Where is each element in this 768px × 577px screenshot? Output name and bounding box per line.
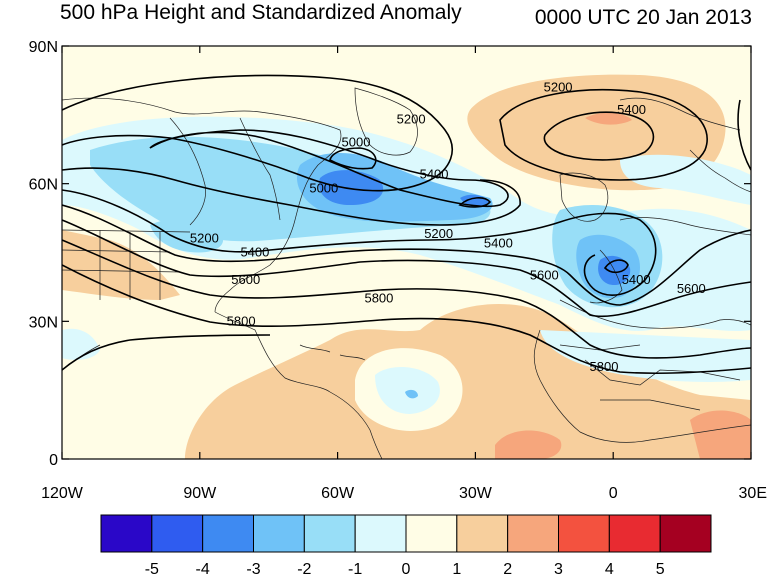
contour-label: 5200	[190, 231, 219, 246]
contour-label: 5000	[309, 180, 338, 195]
colorbar-swatch	[507, 514, 559, 553]
contour-label: 5600	[530, 267, 559, 282]
contour-label: 5400	[240, 245, 269, 260]
anomaly-colorbar: -5 -4 -3 -2 -1 0 1 2 3 4 5	[100, 514, 712, 577]
contour-label: 5800	[364, 290, 393, 305]
lon-tick-label: 90W	[183, 485, 217, 502]
coastlines	[62, 87, 751, 459]
contour-label: 5400	[617, 102, 646, 117]
colorbar-label: -3	[246, 561, 260, 577]
colorbar-label: -2	[297, 561, 311, 577]
colorbar-swatch	[608, 514, 661, 553]
lon-tick-label: 60W	[321, 485, 355, 502]
colorbar-label: 1	[452, 561, 461, 577]
map-title: 500 hPa Height and Standardized Anomaly	[60, 1, 462, 24]
colorbar-swatch	[202, 514, 255, 553]
lon-tick-label: 0	[609, 485, 618, 502]
contour-label: 5000	[342, 134, 371, 149]
contour-label: 5600	[677, 281, 706, 296]
colorbar-label: -1	[348, 561, 362, 577]
colorbar-label: 2	[503, 561, 512, 577]
lat-tick-label: 90N	[29, 39, 58, 56]
lat-tick-label: 60N	[29, 177, 58, 194]
contour-label: 5800	[227, 313, 256, 328]
colorbar-swatch	[405, 514, 458, 553]
colorbar-swatch	[253, 514, 305, 553]
colorbar-label: 4	[605, 561, 614, 577]
colorbar-swatch	[100, 514, 153, 553]
latitude-axis: 90N 60N 30N 0	[29, 39, 751, 469]
height-contours	[62, 74, 751, 375]
positive-anomaly-shading	[62, 74, 751, 459]
colorbar-swatch	[303, 514, 356, 553]
map-panel: 5000 5000 5200 5400 5600 5800 5800 5200 5400 5600…	[62, 46, 751, 459]
colorbar-swatch	[659, 514, 712, 553]
colorbar-swatch	[456, 514, 509, 553]
colorbar-label: -4	[196, 561, 210, 577]
colorbar-swatch	[354, 514, 407, 553]
contour-label: 5200	[544, 79, 573, 94]
contour-label: 5400	[484, 235, 513, 250]
lon-tick-label: 30W	[459, 485, 493, 502]
lat-tick-label: 30N	[29, 314, 58, 331]
longitude-axis: 120W 90W 60W 30W 0 30E	[41, 46, 767, 502]
colorbar-swatch	[151, 514, 204, 553]
map-valid-time: 0000 UTC 20 Jan 2013	[535, 6, 752, 29]
contour-label: 5800	[590, 359, 619, 374]
colorbar-label: 5	[656, 561, 665, 577]
colorbar-label: -5	[145, 561, 159, 577]
colorbar-label: 0	[402, 561, 411, 577]
contour-label: 5200	[397, 111, 426, 126]
contour-label: 5400	[420, 166, 449, 181]
contour-label: 5400	[622, 272, 651, 287]
colorbar-swatch	[558, 514, 610, 553]
colorbar-label: 3	[554, 561, 563, 577]
contour-labels: 5000 5000 5200 5400 5600 5800 5800 5200 5400 5600…	[190, 79, 706, 374]
map-frame	[61, 45, 752, 460]
contour-label: 5200	[424, 226, 453, 241]
lat-tick-label: 0	[49, 452, 58, 469]
contour-label: 5600	[231, 272, 260, 287]
lon-tick-label: 30E	[739, 485, 767, 502]
lon-tick-label: 120W	[41, 485, 84, 502]
